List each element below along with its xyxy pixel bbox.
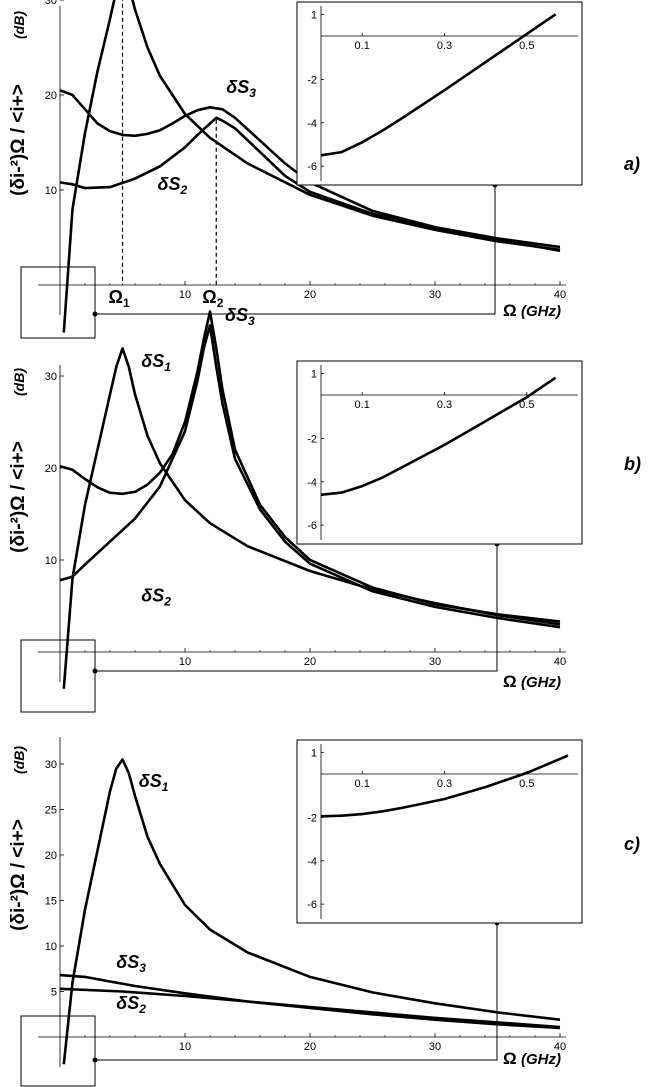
x-axis-label: Ω — [503, 301, 517, 320]
x-axis-unit: (GHz) — [521, 1051, 561, 1068]
y-tick-label: 30 — [45, 0, 57, 7]
inset-plot: 0.1 0.3 0.5 1 -2 -4 -6 — [296, 360, 583, 545]
y-tick-label: 10 — [45, 555, 57, 567]
inset-y-tick-label: -4 — [307, 477, 317, 489]
y-axis-unit: (dB) — [11, 368, 27, 396]
inset-y-tick-label: -2 — [307, 812, 317, 824]
connector-line — [95, 544, 498, 672]
series-label-ds3: δS3 — [225, 305, 255, 328]
x-tick-label: 20 — [304, 1041, 316, 1053]
series-line-ds1 — [62, 0, 561, 333]
y-tick-label: 5 — [51, 987, 57, 999]
series-label-ds3: δS3 — [116, 952, 146, 975]
inset-x-tick-label: 0.1 — [355, 40, 370, 52]
inset-y-tick-label: -6 — [307, 520, 317, 532]
inset-y-tick-label: -4 — [307, 856, 317, 868]
inset-x-tick-label: 0.5 — [519, 40, 534, 52]
inset-series-line — [320, 376, 557, 497]
series-label-ds2: δS2 — [141, 585, 171, 608]
inset-x-tick-label: 0.3 — [437, 778, 452, 790]
x-tick-label: 20 — [304, 656, 316, 668]
series-line-ds2 — [59, 116, 561, 253]
series-label-ds2: δS2 — [116, 993, 146, 1016]
inset-series-line — [320, 754, 569, 818]
x-tick-label: 10 — [179, 656, 191, 668]
y-tick-label: 15 — [45, 896, 57, 908]
connector-line — [95, 185, 496, 315]
series-line-ds3 — [59, 973, 561, 1030]
inset-x-tick-label: 0.5 — [519, 778, 534, 790]
series-line-ds1 — [62, 758, 561, 1065]
y-axis-label: (δi-²)Ω / <i+> — [8, 84, 29, 196]
inset-x-tick-label: 0.3 — [437, 40, 452, 52]
inset-series-line — [320, 13, 557, 157]
zoom-box — [20, 639, 96, 713]
y-tick-label: 20 — [45, 463, 57, 475]
series-label-ds2: δS2 — [158, 174, 188, 197]
panel-label: c) — [624, 834, 640, 854]
series-label-ds1: δS1 — [139, 771, 169, 794]
series-line-ds3 — [59, 310, 561, 623]
inset-y-tick-label: -2 — [307, 74, 317, 86]
panel-label: b) — [624, 454, 641, 474]
y-tick-label: 20 — [45, 850, 57, 862]
inset-y-tick-label: -4 — [307, 118, 317, 130]
y-tick-label: 10 — [45, 185, 57, 197]
inset-y-tick-label: -2 — [307, 433, 317, 445]
y-axis-unit: (dB) — [11, 11, 27, 39]
inset-y-tick-label: 1 — [311, 747, 317, 759]
y-tick-label: 10 — [45, 941, 57, 953]
panel-a: 10 20 30 40 10 20 30 (δi-²)Ω / <i+> (dB) Ω (GHz) a)… — [8, 0, 640, 339]
inset-y-tick-label: 1 — [311, 9, 317, 21]
peak-marker-label: Ω2 — [202, 287, 223, 310]
zoom-box — [20, 266, 96, 339]
series-label-ds3: δS3 — [226, 77, 256, 100]
x-tick-label: 30 — [429, 656, 441, 668]
series-line-ds1 — [62, 347, 561, 689]
y-axis-unit: (dB) — [11, 746, 27, 774]
inset-plot: 0.1 0.3 0.5 1 -2 -4 -6 — [296, 739, 583, 924]
inset-x-tick-label: 0.1 — [355, 778, 370, 790]
y-tick-label: 25 — [45, 805, 57, 817]
y-axis-label: (δi-²)Ω / <i+> — [8, 819, 29, 931]
x-tick-label: 30 — [429, 1041, 441, 1053]
y-tick-label: 30 — [45, 371, 57, 383]
x-tick-label: 20 — [304, 289, 316, 301]
x-axis-label: Ω — [503, 1049, 517, 1068]
inset-x-tick-label: 0.5 — [519, 399, 534, 411]
x-tick-label: 40 — [554, 656, 566, 668]
inset-x-tick-label: 0.3 — [437, 399, 452, 411]
inset-y-tick-label: -6 — [307, 161, 317, 173]
zoom-box — [20, 1015, 96, 1087]
inset-y-tick-label: 1 — [311, 368, 317, 380]
inset-y-tick-label: -6 — [307, 899, 317, 911]
inset-x-tick-label: 0.1 — [355, 399, 370, 411]
x-tick-label: 10 — [179, 289, 191, 301]
panel-label: a) — [624, 154, 640, 174]
connector-line — [95, 923, 498, 1061]
x-axis-unit: (GHz) — [521, 303, 561, 320]
series-line-ds3 — [59, 89, 561, 249]
x-tick-label: 30 — [429, 289, 441, 301]
peak-marker-label: Ω1 — [109, 287, 130, 310]
x-tick-label: 40 — [554, 289, 566, 301]
y-tick-label: 30 — [45, 759, 57, 771]
panel-c: 10 20 30 40 5 10 15 20 25 30 (δi-²)Ω / <i+> (dB) Ω (G… — [8, 737, 640, 1087]
x-tick-label: 40 — [554, 1041, 566, 1053]
y-tick-label: 20 — [45, 90, 57, 102]
x-axis-unit: (GHz) — [521, 674, 561, 691]
x-axis-label: Ω — [503, 672, 517, 691]
series-label-ds1: δS1 — [141, 351, 171, 374]
x-tick-label: 10 — [179, 1041, 191, 1053]
y-axis-label: (δi-²)Ω / <i+> — [8, 441, 29, 553]
inset-plot: 0.1 0.3 0.5 1 -2 -4 -6 — [296, 1, 583, 186]
series-line-ds2 — [59, 324, 561, 629]
